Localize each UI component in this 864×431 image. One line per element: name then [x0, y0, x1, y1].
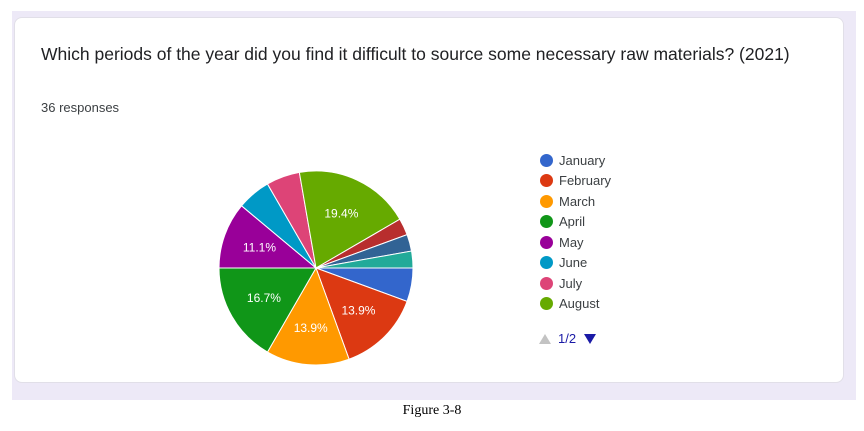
legend-swatch	[540, 153, 553, 167]
slice-label: 11.1%	[243, 240, 276, 254]
chart-legend: January February March April May June July Augu…	[540, 150, 611, 314]
legend-item-january[interactable]: January	[540, 150, 611, 171]
legend-swatch	[540, 297, 553, 311]
pie-slice-other-10[interactable]	[315, 250, 414, 269]
legend-label: February	[559, 173, 612, 189]
legend-label: June	[559, 255, 588, 271]
legend-swatch	[540, 235, 553, 249]
legend-item-february[interactable]: February	[540, 171, 611, 192]
question-title: Which periods of the year did you find i…	[41, 44, 790, 64]
legend-swatch	[540, 256, 553, 270]
slice-label: 16.7%	[247, 291, 281, 305]
legend-swatch	[540, 276, 553, 290]
pie-slice-august[interactable]	[298, 170, 401, 269]
legend-swatch	[540, 215, 553, 229]
legend-label: July	[559, 275, 583, 291]
legend-item-august[interactable]: August	[540, 294, 611, 315]
legend-item-may[interactable]: May	[540, 232, 611, 253]
slice-label: 13.9%	[341, 304, 375, 318]
slice-label: 13.9%	[294, 321, 328, 335]
question-card: Which periods of the year did you find i…	[14, 17, 844, 383]
legend-label: May	[559, 234, 584, 250]
legend-swatch	[540, 174, 553, 188]
legend-page-indicator: 1/2	[558, 331, 577, 346]
figure-caption: Figure 3-8	[402, 403, 462, 418]
next-page-icon[interactable]	[584, 333, 597, 344]
previous-page-icon[interactable]	[539, 333, 551, 344]
pie-slice-march[interactable]	[266, 266, 350, 366]
legend-item-march[interactable]: March	[540, 191, 611, 212]
legend-item-june[interactable]: June	[540, 253, 611, 274]
pie-slice-may[interactable]	[218, 205, 318, 269]
legend-label: August	[559, 296, 600, 312]
slice-label: 19.4%	[324, 206, 358, 220]
pie-slice-april[interactable]	[218, 267, 317, 353]
pie-chart: 13.9% 13.9% 16.7% 11.1% 19.4%	[218, 170, 414, 366]
legend-label: April	[559, 214, 586, 230]
legend-label: January	[559, 152, 606, 168]
response-count: 36 responses	[41, 100, 120, 115]
legend-label: March	[559, 193, 596, 209]
pie-slice-february[interactable]	[315, 267, 408, 360]
legend-item-july[interactable]: July	[540, 273, 611, 294]
legend-swatch	[540, 194, 553, 208]
legend-pager: 1/2	[539, 331, 597, 346]
legend-item-april[interactable]: April	[540, 212, 611, 233]
